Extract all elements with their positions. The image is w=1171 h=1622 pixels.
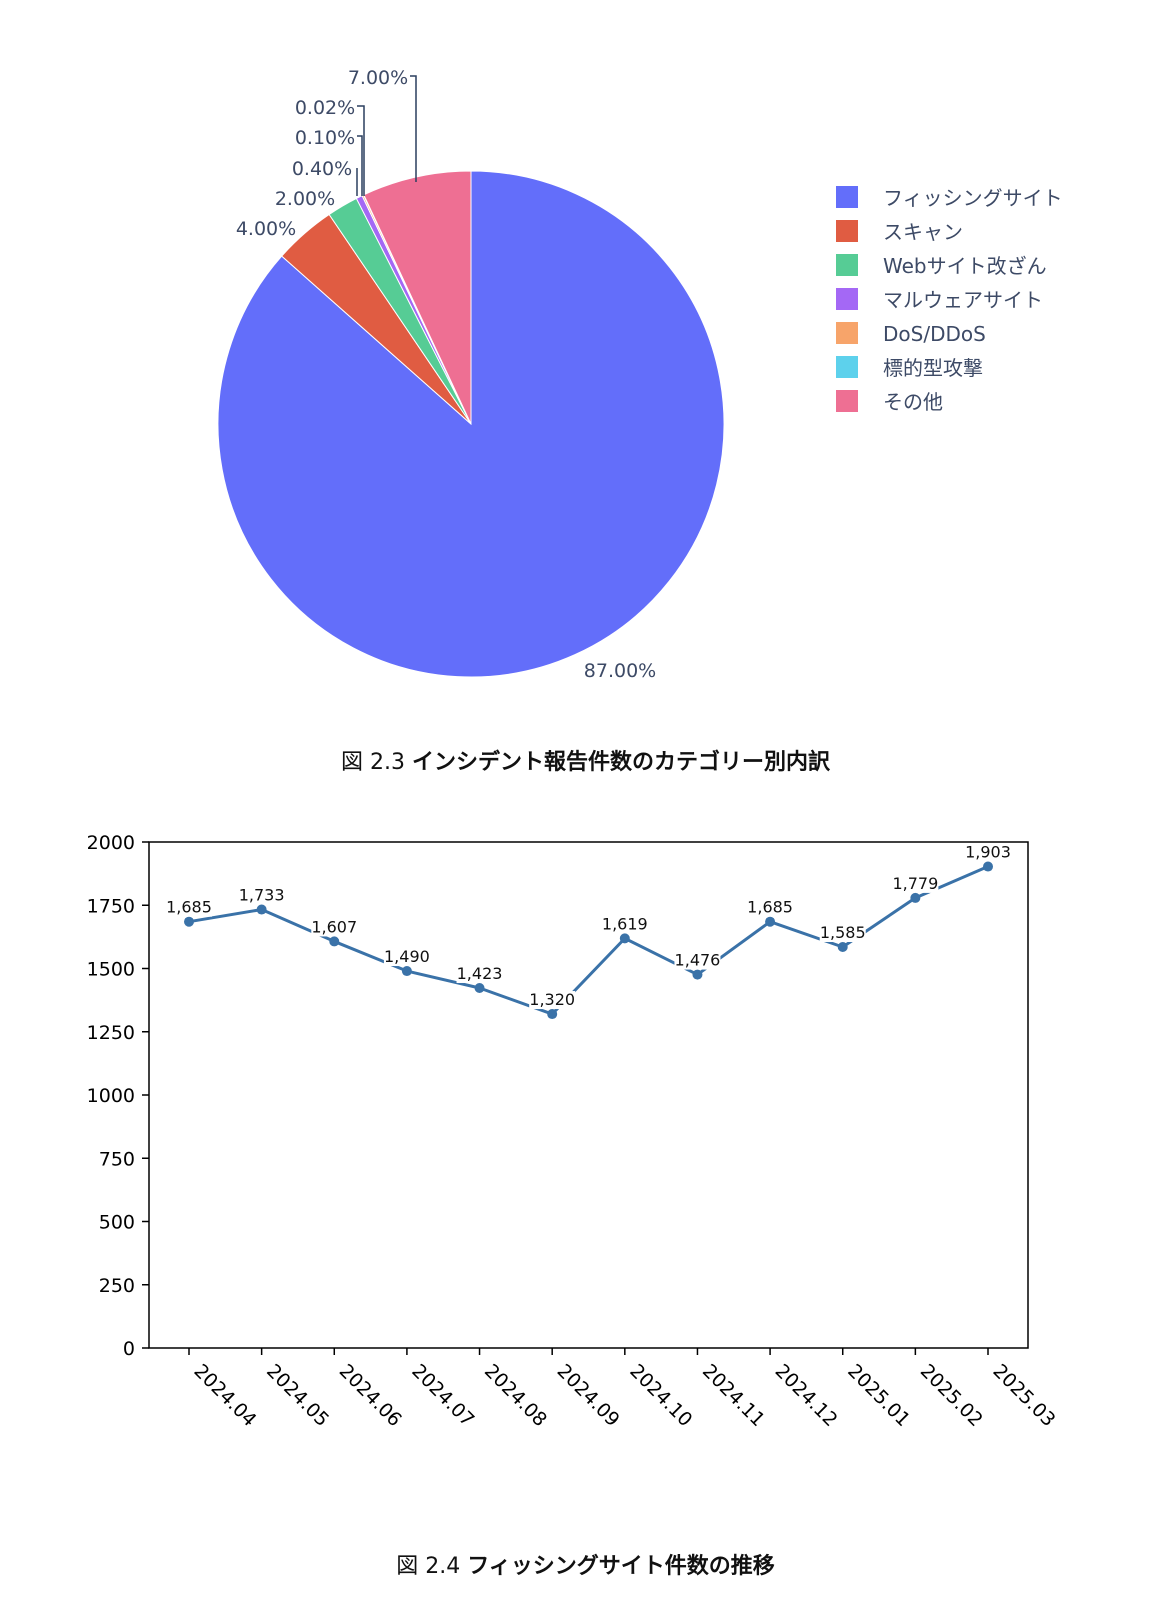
data-point-2 bbox=[329, 936, 340, 947]
data-point-9 bbox=[837, 941, 848, 952]
data-label-6: 1,619 bbox=[602, 914, 648, 933]
data-label-0: 1,685 bbox=[166, 898, 212, 917]
legend-swatch-4 bbox=[836, 322, 858, 344]
legend-swatch-2 bbox=[836, 254, 858, 276]
legend-swatch-3 bbox=[836, 288, 858, 310]
data-label-4: 1,423 bbox=[457, 964, 503, 983]
line-caption-text: フィッシングサイト件数の推移 bbox=[467, 1554, 775, 1579]
legend-swatch-1 bbox=[836, 220, 858, 242]
y-tick-label-4: 1000 bbox=[87, 1085, 135, 1107]
pie-leader-line-5 bbox=[357, 105, 365, 196]
y-tick-label-8: 2000 bbox=[87, 832, 135, 854]
x-tick-label-4: 2024.08 bbox=[480, 1360, 551, 1431]
pie-value-label-2: 2.00% bbox=[275, 188, 335, 210]
data-label-bg-1 bbox=[238, 886, 285, 905]
data-point-3 bbox=[401, 966, 412, 977]
pie-value-label-0: 87.00% bbox=[584, 660, 656, 682]
data-label-bg-9 bbox=[819, 923, 866, 942]
x-tick-label-6: 2024.10 bbox=[625, 1360, 696, 1431]
y-tick-label-0: 0 bbox=[123, 1338, 135, 1360]
line-caption-number: 図 2.4 bbox=[396, 1554, 461, 1579]
data-label-bg-6 bbox=[601, 915, 648, 934]
data-label-bg-0 bbox=[166, 898, 212, 917]
data-label-3: 1,490 bbox=[384, 947, 430, 966]
data-point-5 bbox=[547, 1009, 558, 1020]
pie-caption: 図 2.3 インシデント報告件数のカテゴリー別内訳 bbox=[0, 744, 1171, 776]
legend-label-5: 標的型攻撃 bbox=[883, 356, 983, 380]
data-point-8 bbox=[765, 916, 776, 927]
data-label-10: 1,779 bbox=[892, 874, 938, 893]
data-label-2: 1,607 bbox=[311, 917, 357, 936]
pie-leader-line-6 bbox=[410, 75, 417, 182]
y-tick-label-1: 250 bbox=[99, 1275, 135, 1297]
data-point-7 bbox=[692, 969, 703, 980]
data-point-0 bbox=[184, 916, 194, 927]
pie-value-label-3: 0.40% bbox=[292, 158, 352, 180]
x-tick-label-5: 2024.09 bbox=[553, 1360, 624, 1431]
data-label-9: 1,585 bbox=[820, 923, 866, 942]
y-tick-label-3: 750 bbox=[99, 1148, 135, 1170]
line-caption: 図 2.4 フィッシングサイト件数の推移 bbox=[0, 1548, 1171, 1580]
pie-chart: 87.00% 4.00% 2.00% 0.40% 0.10% 0.02% 7.00% フィッシ… bbox=[217, 67, 1063, 682]
pie-value-label-1: 4.00% bbox=[236, 218, 296, 240]
x-tick-label-11: 2025.03 bbox=[988, 1360, 1059, 1431]
x-tick-label-7: 2024.11 bbox=[698, 1360, 769, 1431]
data-point-1 bbox=[256, 904, 267, 915]
legend-swatch-5 bbox=[836, 356, 858, 378]
data-label-bg-4 bbox=[456, 964, 503, 983]
x-tick-label-2: 2024.06 bbox=[335, 1360, 406, 1431]
legend-label-4: DoS/DDoS bbox=[883, 322, 986, 346]
legend-swatch-6 bbox=[836, 390, 858, 412]
data-label-bg-5 bbox=[529, 991, 576, 1010]
y-tick-label-5: 1250 bbox=[87, 1022, 135, 1044]
data-label-5: 1,320 bbox=[529, 990, 575, 1009]
data-label-11: 1,903 bbox=[965, 843, 1011, 862]
data-point-10 bbox=[910, 892, 921, 903]
pie-caption-number: 図 2.3 bbox=[341, 750, 405, 775]
legend-label-0: フィッシングサイト bbox=[883, 186, 1063, 210]
y-tick-label-7: 1750 bbox=[87, 895, 135, 917]
data-label-1: 1,733 bbox=[239, 886, 285, 905]
data-label-7: 1,476 bbox=[675, 951, 721, 970]
data-point-11 bbox=[983, 861, 993, 872]
x-tick-label-8: 2024.12 bbox=[771, 1360, 842, 1431]
series-line bbox=[188, 865, 989, 1016]
x-tick-label-0: 2024.04 bbox=[189, 1360, 260, 1431]
data-label-bg-11 bbox=[965, 843, 1011, 862]
x-tick-label-1: 2024.05 bbox=[262, 1360, 333, 1431]
data-label-bg-7 bbox=[674, 951, 721, 970]
x-tick-label-9: 2025.01 bbox=[843, 1360, 914, 1431]
pie-value-label-6: 7.00% bbox=[348, 67, 408, 89]
x-tick-label-3: 2024.07 bbox=[407, 1360, 478, 1431]
pie-value-label-5: 0.02% bbox=[295, 97, 355, 119]
data-label-bg-10 bbox=[892, 874, 939, 893]
pie-caption-text: インシデント報告件数のカテゴリー別内訳 bbox=[411, 750, 830, 775]
legend-label-6: その他 bbox=[883, 390, 943, 414]
legend-swatch-0 bbox=[836, 186, 858, 208]
data-label-bg-8 bbox=[747, 898, 794, 917]
x-tick-label-10: 2025.02 bbox=[916, 1360, 987, 1431]
data-label-bg-2 bbox=[311, 918, 358, 937]
legend-label-3: マルウェアサイト bbox=[883, 288, 1043, 312]
y-tick-label-6: 1500 bbox=[87, 959, 135, 981]
data-label-8: 1,685 bbox=[747, 898, 793, 917]
legend-label-2: Webサイト改ざん bbox=[883, 254, 1047, 278]
pie-value-label-4: 0.10% bbox=[295, 127, 355, 149]
y-tick-label-2: 500 bbox=[99, 1212, 135, 1234]
data-label-bg-3 bbox=[383, 948, 430, 967]
data-point-6 bbox=[619, 933, 630, 944]
data-point-4 bbox=[474, 982, 485, 993]
legend-label-1: スキャン bbox=[883, 220, 963, 244]
pie-leader-line-4 bbox=[357, 135, 363, 196]
